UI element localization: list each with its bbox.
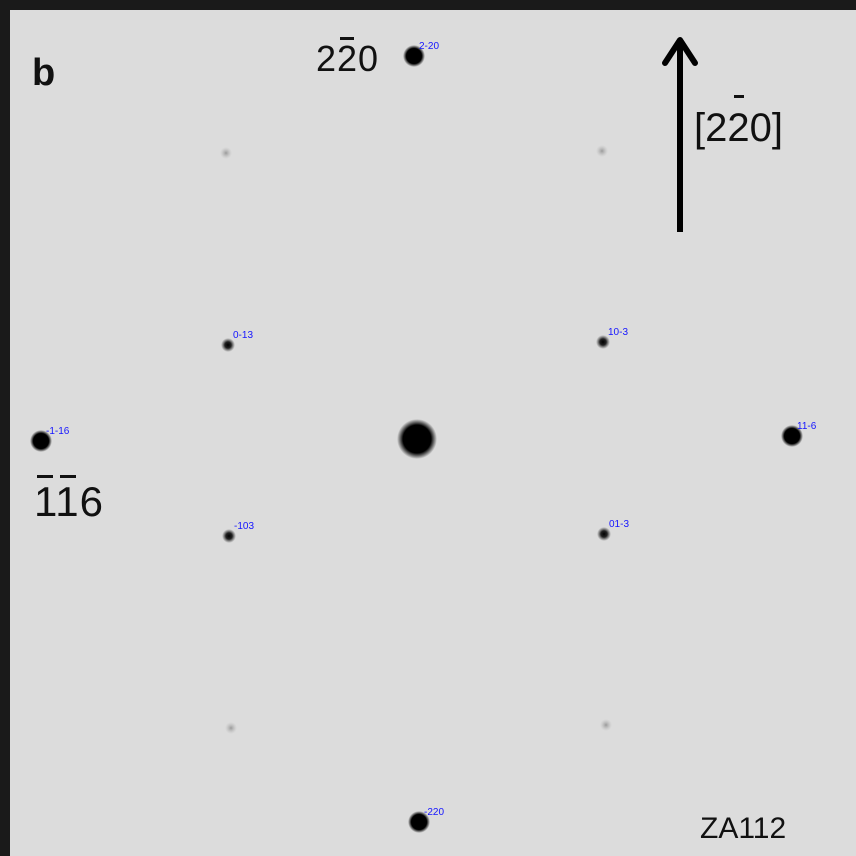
spot-index-label: 2-20 [419, 41, 439, 52]
frame-top-border [0, 0, 856, 10]
left-reflection-overbar-1 [37, 475, 53, 478]
spot-index-label: 11-6 [797, 421, 817, 432]
diffraction-spot [220, 147, 232, 159]
direction-arrow-head [662, 37, 698, 66]
diffraction-spot [222, 529, 236, 543]
diffraction-spot [221, 338, 235, 352]
panel-letter: b [32, 52, 56, 94]
diffraction-spot [596, 145, 608, 157]
direction-label: [220] [694, 106, 783, 150]
diffraction-spot [600, 719, 612, 731]
left-reflection-label: 116 [34, 478, 104, 525]
top-reflection-label: 220 [316, 38, 380, 79]
spot-index-label: -1-16 [46, 426, 70, 437]
transmitted-beam-spot [397, 419, 437, 459]
frame-left-border [0, 0, 10, 856]
direction-overbar [734, 95, 744, 98]
spot-index-label: 01-3 [609, 519, 629, 530]
diffraction-spot [225, 722, 237, 734]
diffraction-spot [403, 45, 425, 67]
diffraction-spot [408, 811, 430, 833]
left-reflection-overbar-2 [60, 475, 76, 478]
diffraction-spot [596, 335, 610, 349]
diffraction-spot [781, 425, 803, 447]
spot-index-label: -220 [424, 807, 444, 818]
spot-index-label: -103 [234, 521, 254, 532]
spot-index-label: 0-13 [233, 330, 253, 341]
diffraction-spot [30, 430, 52, 452]
zone-axis-label: ZA112 [700, 812, 787, 845]
top-reflection-overbar [340, 37, 354, 40]
diffraction-spot [597, 527, 611, 541]
spot-index-label: 10-3 [608, 327, 628, 338]
